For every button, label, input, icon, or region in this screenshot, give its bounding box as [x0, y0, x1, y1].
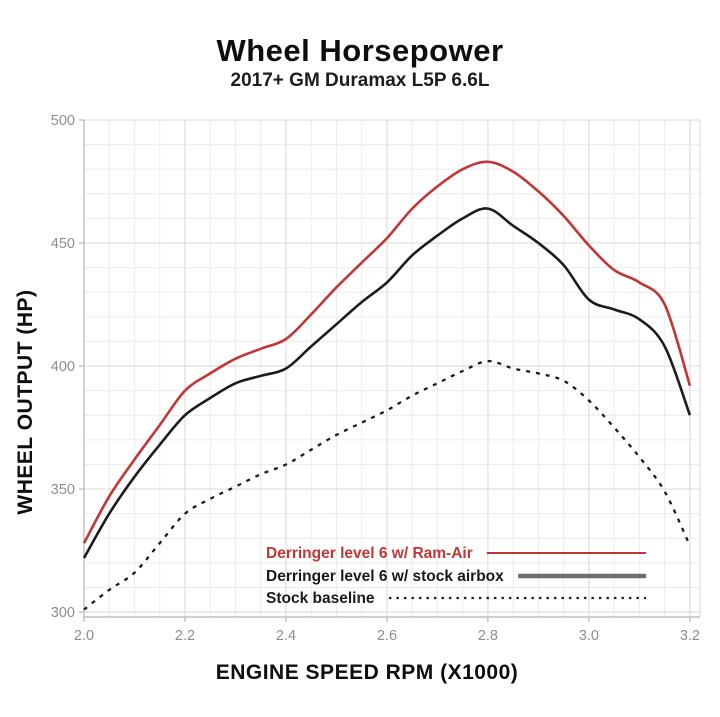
- legend-label: Stock baseline: [266, 590, 375, 607]
- y-tick-label: 350: [51, 482, 75, 498]
- x-tick-label: 2.2: [175, 628, 195, 644]
- chart-subtitle: 2017+ GM Duramax L5P 6.6L: [230, 70, 490, 91]
- legend-label: Derringer level 6 w/ stock airbox: [266, 568, 504, 585]
- y-tick-label: 450: [51, 236, 75, 252]
- series-stock-airbox: [82, 207, 692, 559]
- y-tick-label: 300: [51, 605, 75, 621]
- x-tick-label: 3.2: [680, 628, 700, 644]
- series-stock-baseline: [83, 359, 691, 611]
- y-tick-label: 400: [51, 359, 75, 375]
- plot-frame: [83, 119, 701, 618]
- chart-title: Wheel Horsepower: [216, 33, 504, 68]
- x-tick-label: 3.0: [579, 628, 599, 644]
- legend-label: Derringer level 6 w/ Ram-Air: [266, 545, 473, 562]
- x-axis-title: ENGINE SPEED RPM (X1000): [215, 661, 519, 684]
- x-tick-label: 2.4: [276, 628, 296, 644]
- x-tick-label: 2.0: [74, 628, 94, 644]
- x-tick-label: 2.6: [377, 628, 397, 644]
- series-ram-air: [82, 160, 692, 544]
- y-tick-label: 500: [51, 113, 75, 129]
- x-tick-label: 2.8: [478, 628, 498, 644]
